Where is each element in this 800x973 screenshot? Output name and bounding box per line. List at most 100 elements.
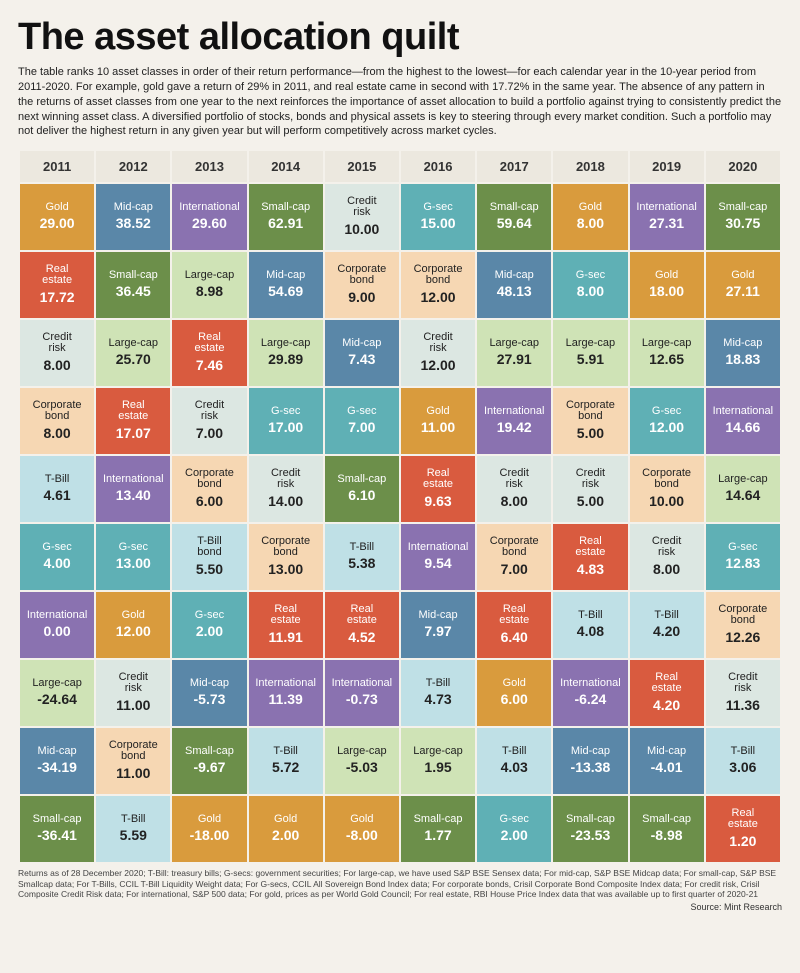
quilt-cell: Corporatebond12.00	[401, 252, 475, 318]
return-value: -13.38	[553, 759, 627, 777]
quilt-cell: International19.42	[477, 388, 551, 454]
quilt-cell: Creditrisk11.36	[706, 660, 780, 726]
asset-label: Small-cap	[630, 814, 704, 826]
asset-label: Realestate	[630, 672, 704, 695]
quilt-cell: International-6.24	[553, 660, 627, 726]
return-value: 8.00	[20, 357, 94, 375]
asset-label: Gold	[249, 814, 323, 826]
quilt-cell: Large-cap8.98	[172, 252, 246, 318]
asset-label: Gold	[477, 678, 551, 690]
return-value: -23.53	[553, 827, 627, 845]
asset-label: G-sec	[249, 406, 323, 418]
return-value: 11.39	[249, 691, 323, 709]
quilt-cell: Mid-cap-13.38	[553, 728, 627, 794]
asset-label: G-sec	[477, 814, 551, 826]
quilt-cell: Small-cap-8.98	[630, 796, 704, 862]
return-value: 13.00	[249, 561, 323, 579]
return-value: 0.00	[20, 623, 94, 641]
asset-label: Gold	[706, 270, 780, 282]
asset-label: Creditrisk	[20, 332, 94, 355]
return-value: 1.95	[401, 759, 475, 777]
asset-label: G-sec	[630, 406, 704, 418]
quilt-cell: T-Billbond5.50	[172, 524, 246, 590]
asset-label: Realestate	[96, 400, 170, 423]
asset-label: Creditrisk	[553, 468, 627, 491]
asset-label: International	[630, 202, 704, 214]
quilt-cell: Small-cap-9.67	[172, 728, 246, 794]
footnote: Returns as of 28 December 2020; T-Bill: …	[18, 868, 782, 900]
quilt-cell: Realestate4.52	[325, 592, 399, 658]
quilt-cell: Mid-cap48.13	[477, 252, 551, 318]
quilt-cell: Mid-cap7.43	[325, 320, 399, 386]
quilt-cell: Large-cap-5.03	[325, 728, 399, 794]
quilt-cell: G-sec7.00	[325, 388, 399, 454]
return-value: 59.64	[477, 215, 551, 233]
return-value: 6.00	[477, 691, 551, 709]
quilt-cell: G-sec12.83	[706, 524, 780, 590]
return-value: 12.00	[401, 289, 475, 307]
return-value: 10.00	[325, 221, 399, 239]
asset-label: T-Bill	[20, 474, 94, 486]
quilt-cell: Realestate1.20	[706, 796, 780, 862]
asset-label: Small-cap	[706, 202, 780, 214]
quilt-cell: Large-cap29.89	[249, 320, 323, 386]
asset-label: T-Bill	[477, 746, 551, 758]
return-value: 12.26	[706, 629, 780, 647]
asset-label: Creditrisk	[172, 400, 246, 423]
asset-label: Small-cap	[172, 746, 246, 758]
year-header: 2017	[477, 151, 551, 182]
return-value: 12.00	[401, 357, 475, 375]
asset-label: Large-cap	[553, 338, 627, 350]
return-value: 12.65	[630, 351, 704, 369]
year-header: 2011	[20, 151, 94, 182]
quilt-cell: Large-cap25.70	[96, 320, 170, 386]
asset-label: International	[20, 610, 94, 622]
asset-label: G-sec	[172, 610, 246, 622]
quilt-cell: Corporatebond6.00	[172, 456, 246, 522]
quilt-cell: Gold12.00	[96, 592, 170, 658]
rank-row: International0.00Gold12.00G-sec2.00Reale…	[20, 592, 780, 658]
asset-label: Creditrisk	[401, 332, 475, 355]
quilt-cell: Realestate4.83	[553, 524, 627, 590]
asset-label: Mid-cap	[401, 610, 475, 622]
quilt-cell: Creditrisk5.00	[553, 456, 627, 522]
asset-label: Corporatebond	[553, 400, 627, 423]
asset-label: G-sec	[553, 270, 627, 282]
quilt-cell: G-sec4.00	[20, 524, 94, 590]
return-value: 4.73	[401, 691, 475, 709]
quilt-cell: T-Bill3.06	[706, 728, 780, 794]
year-header: 2018	[553, 151, 627, 182]
return-value: 9.00	[325, 289, 399, 307]
quilt-cell: Creditrisk14.00	[249, 456, 323, 522]
asset-label: Creditrisk	[630, 536, 704, 559]
quilt-cell: T-Bill4.08	[553, 592, 627, 658]
asset-label: Large-cap	[477, 338, 551, 350]
return-value: 36.45	[96, 283, 170, 301]
quilt-cell: Mid-cap54.69	[249, 252, 323, 318]
quilt-cell: Mid-cap38.52	[96, 184, 170, 250]
return-value: 2.00	[477, 827, 551, 845]
quilt-cell: Realestate11.91	[249, 592, 323, 658]
quilt-cell: Mid-cap-4.01	[630, 728, 704, 794]
return-value: 48.13	[477, 283, 551, 301]
return-value: 5.50	[172, 561, 246, 579]
asset-label: Small-cap	[401, 814, 475, 826]
asset-label: T-Bill	[249, 746, 323, 758]
asset-label: Small-cap	[553, 814, 627, 826]
asset-label: International	[706, 406, 780, 418]
asset-label: Corporatebond	[249, 536, 323, 559]
return-value: 25.70	[96, 351, 170, 369]
quilt-cell: International27.31	[630, 184, 704, 250]
quilt-cell: Realestate6.40	[477, 592, 551, 658]
asset-label: T-Bill	[401, 678, 475, 690]
quilt-cell: Mid-cap-5.73	[172, 660, 246, 726]
return-value: -8.98	[630, 827, 704, 845]
quilt-cell: Mid-cap7.97	[401, 592, 475, 658]
return-value: -9.67	[172, 759, 246, 777]
asset-label: Large-cap	[20, 678, 94, 690]
return-value: 7.00	[325, 419, 399, 437]
asset-label: Corporatebond	[172, 468, 246, 491]
asset-label: Gold	[20, 202, 94, 214]
asset-label: International	[96, 474, 170, 486]
return-value: -8.00	[325, 827, 399, 845]
